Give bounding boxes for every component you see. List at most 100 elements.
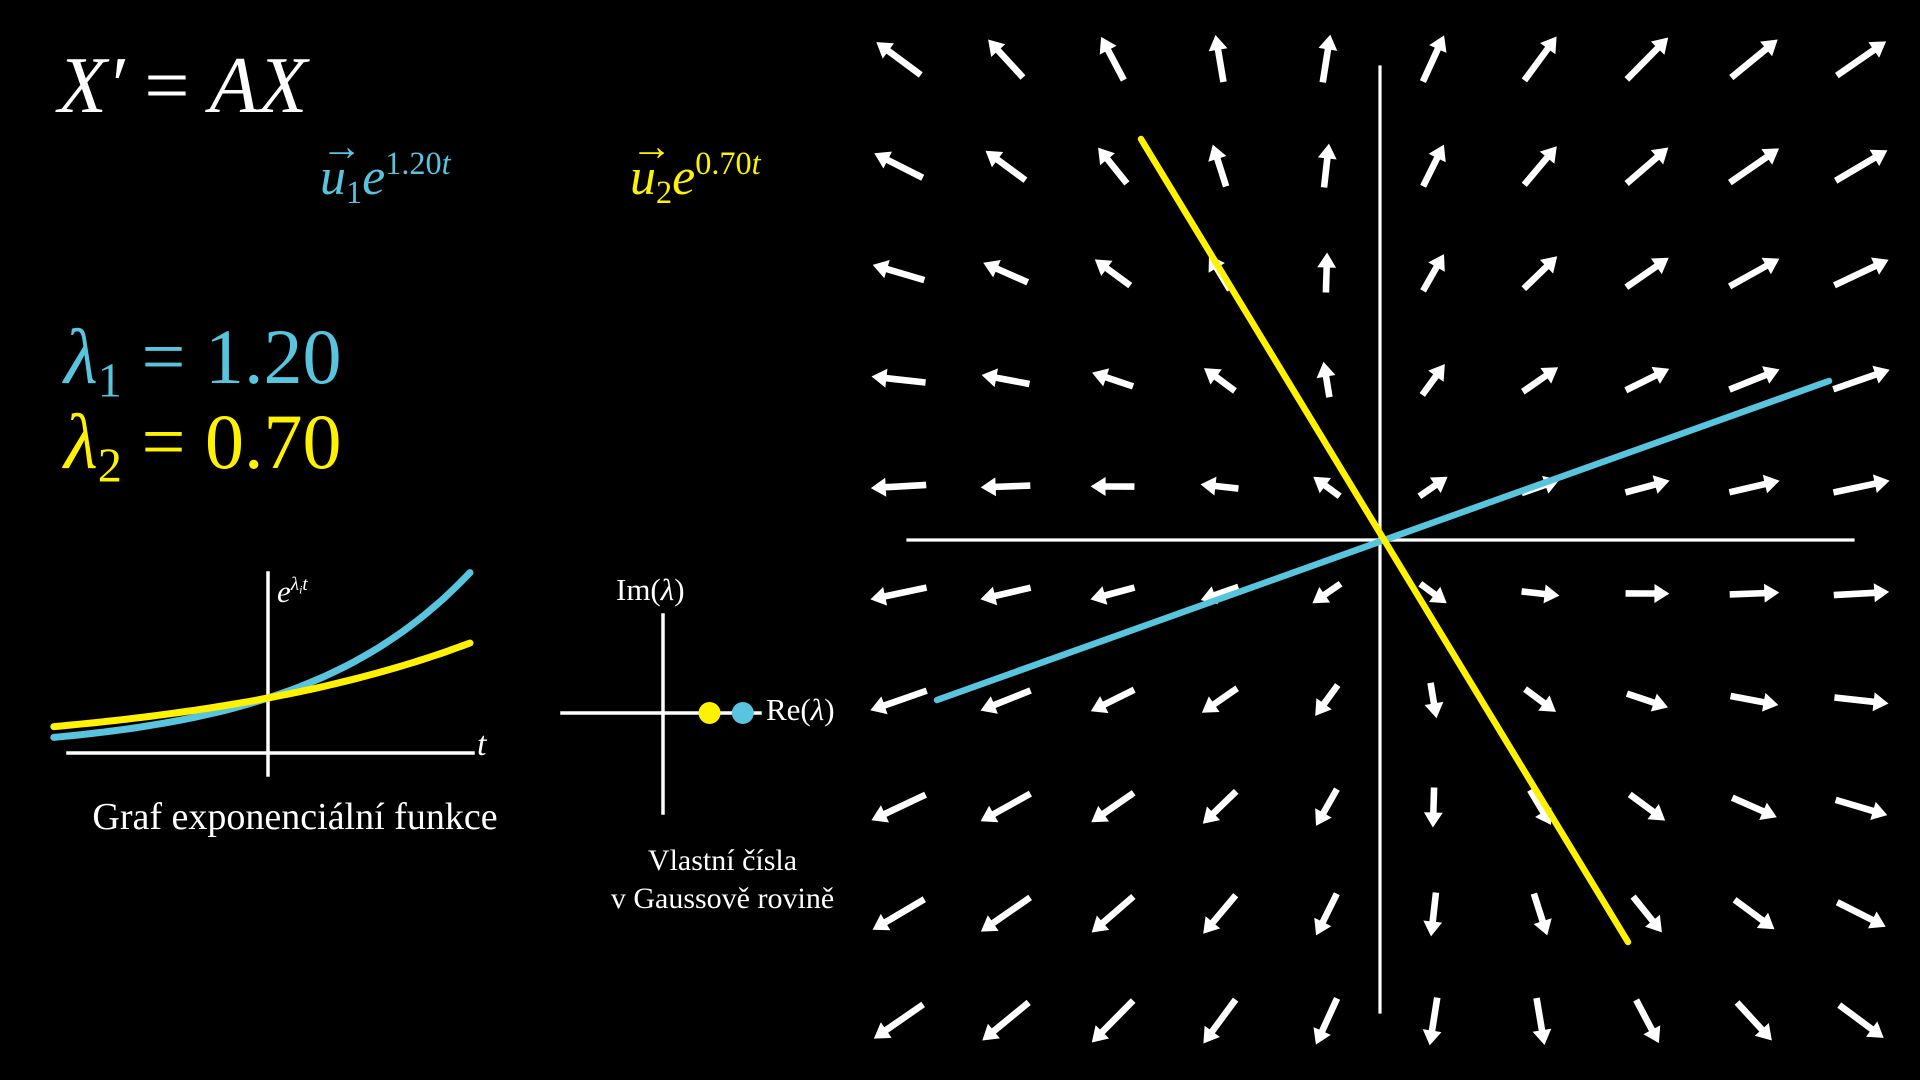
field-arrow bbox=[1312, 581, 1343, 604]
field-arrow bbox=[1834, 692, 1889, 712]
field-arrow bbox=[1423, 787, 1443, 828]
field-arrow bbox=[1422, 997, 1442, 1046]
field-arrow bbox=[1624, 37, 1669, 82]
vector-u2: → u bbox=[630, 126, 672, 204]
eigenvalue-dot-1 bbox=[698, 702, 721, 724]
exponent-t: t bbox=[441, 145, 451, 182]
vec-arrow-icon: → bbox=[320, 123, 363, 170]
field-arrow bbox=[983, 260, 1030, 286]
field-arrow bbox=[1832, 474, 1890, 496]
field-arrow bbox=[1200, 476, 1239, 496]
field-arrow bbox=[1530, 892, 1552, 936]
field-arrow bbox=[1417, 476, 1448, 499]
field-arrow bbox=[1091, 790, 1136, 823]
main-equation: X′ = AX bbox=[58, 46, 307, 126]
field-arrow bbox=[1521, 584, 1560, 604]
field-arrow bbox=[1424, 682, 1444, 719]
field-arrow bbox=[870, 477, 927, 497]
field-arrow bbox=[1098, 147, 1130, 186]
field-arrow bbox=[1835, 899, 1886, 929]
field-arrow bbox=[1729, 39, 1778, 81]
field-arrow bbox=[982, 999, 1031, 1041]
index-i: i bbox=[299, 582, 303, 597]
equals-sign: = bbox=[121, 313, 205, 400]
equals-sign: = bbox=[124, 42, 210, 130]
field-arrow bbox=[1203, 893, 1239, 934]
field-arrow bbox=[1090, 686, 1136, 714]
field-arrow bbox=[1315, 683, 1341, 716]
field-arrow bbox=[1833, 583, 1890, 603]
prime-symbol: ′ bbox=[106, 42, 125, 130]
field-arrow bbox=[980, 687, 1032, 714]
exp-graph-x-axis-label: t bbox=[477, 726, 487, 763]
exp-graph-caption: Graf exponenciální funkce bbox=[92, 796, 498, 838]
field-arrow bbox=[1201, 685, 1239, 713]
field-arrow bbox=[1521, 36, 1557, 83]
field-arrow bbox=[1624, 366, 1670, 394]
exp-curve-1 bbox=[50, 569, 474, 741]
field-arrow bbox=[1203, 997, 1239, 1044]
field-arrow bbox=[1523, 686, 1556, 712]
euler-e: e bbox=[672, 149, 696, 206]
exp-graph-y-axis-label: eλit bbox=[277, 574, 308, 607]
field-arrow bbox=[1317, 143, 1337, 188]
field-arrow bbox=[1208, 144, 1230, 188]
exp-curve-2 bbox=[50, 639, 474, 731]
field-arrow bbox=[1532, 997, 1552, 1045]
field-arrow bbox=[1728, 474, 1780, 496]
lambda-symbol: λ bbox=[810, 692, 825, 727]
vector-subscript: 2 bbox=[656, 174, 673, 211]
field-arrow bbox=[1315, 787, 1340, 826]
field-arrow bbox=[1313, 476, 1342, 499]
field-arrow bbox=[1099, 36, 1127, 82]
mode-solution-label-1: → u1e1.20t bbox=[320, 126, 451, 209]
field-arrow bbox=[1527, 788, 1552, 825]
field-arrow bbox=[1204, 368, 1237, 394]
field-arrow bbox=[871, 368, 926, 388]
field-arrow bbox=[1091, 894, 1136, 933]
field-arrow bbox=[1730, 794, 1777, 820]
equation-rhs: AX bbox=[209, 42, 308, 130]
vector-u1: → u bbox=[320, 126, 362, 206]
field-arrow bbox=[1092, 368, 1135, 390]
field-arrow bbox=[871, 791, 927, 823]
field-arrow bbox=[1732, 897, 1775, 930]
eigenvalue-2-label: λ2 = 0.70 bbox=[64, 403, 341, 491]
field-arrow bbox=[1419, 364, 1445, 397]
field-arrow bbox=[1833, 257, 1889, 289]
field-arrow bbox=[980, 584, 1032, 606]
exponent-value: 0.70 bbox=[695, 145, 752, 182]
eigenvalue-2-value: 0.70 bbox=[204, 398, 342, 485]
field-arrow bbox=[1094, 259, 1133, 289]
time-t: t bbox=[302, 574, 308, 596]
field-arrow bbox=[1090, 584, 1136, 605]
field-arrow bbox=[876, 42, 923, 78]
field-arrow bbox=[1624, 257, 1669, 290]
field-arrow bbox=[1316, 361, 1336, 398]
vector-base: u bbox=[320, 149, 346, 206]
field-arrow bbox=[874, 151, 925, 181]
caption-line-1: Vlastní čísla bbox=[647, 844, 798, 877]
vector-subscript: 1 bbox=[346, 174, 363, 211]
field-arrow bbox=[980, 477, 1031, 497]
imaginary-axis-label: Im(λ) bbox=[616, 574, 685, 605]
field-arrow bbox=[1624, 147, 1669, 186]
field-arrow bbox=[872, 260, 926, 284]
field-arrow bbox=[1418, 581, 1447, 604]
field-arrow bbox=[1521, 367, 1559, 395]
field-arrow bbox=[1202, 788, 1239, 824]
field-arrow bbox=[1625, 584, 1670, 603]
field-arrow bbox=[1624, 475, 1670, 496]
vec-arrow-icon: → bbox=[630, 123, 673, 170]
lambda-symbol: λ bbox=[660, 572, 675, 607]
field-arrow bbox=[1728, 366, 1780, 393]
exponent: 1.20t bbox=[385, 145, 450, 181]
mode-solution-label-2: → u2e0.70t bbox=[630, 126, 761, 209]
field-arrow bbox=[1734, 1000, 1772, 1041]
field-arrow bbox=[1728, 148, 1780, 186]
field-arrow bbox=[981, 368, 1031, 388]
field-arrow bbox=[1834, 149, 1888, 184]
equation-lhs: X bbox=[58, 42, 107, 130]
